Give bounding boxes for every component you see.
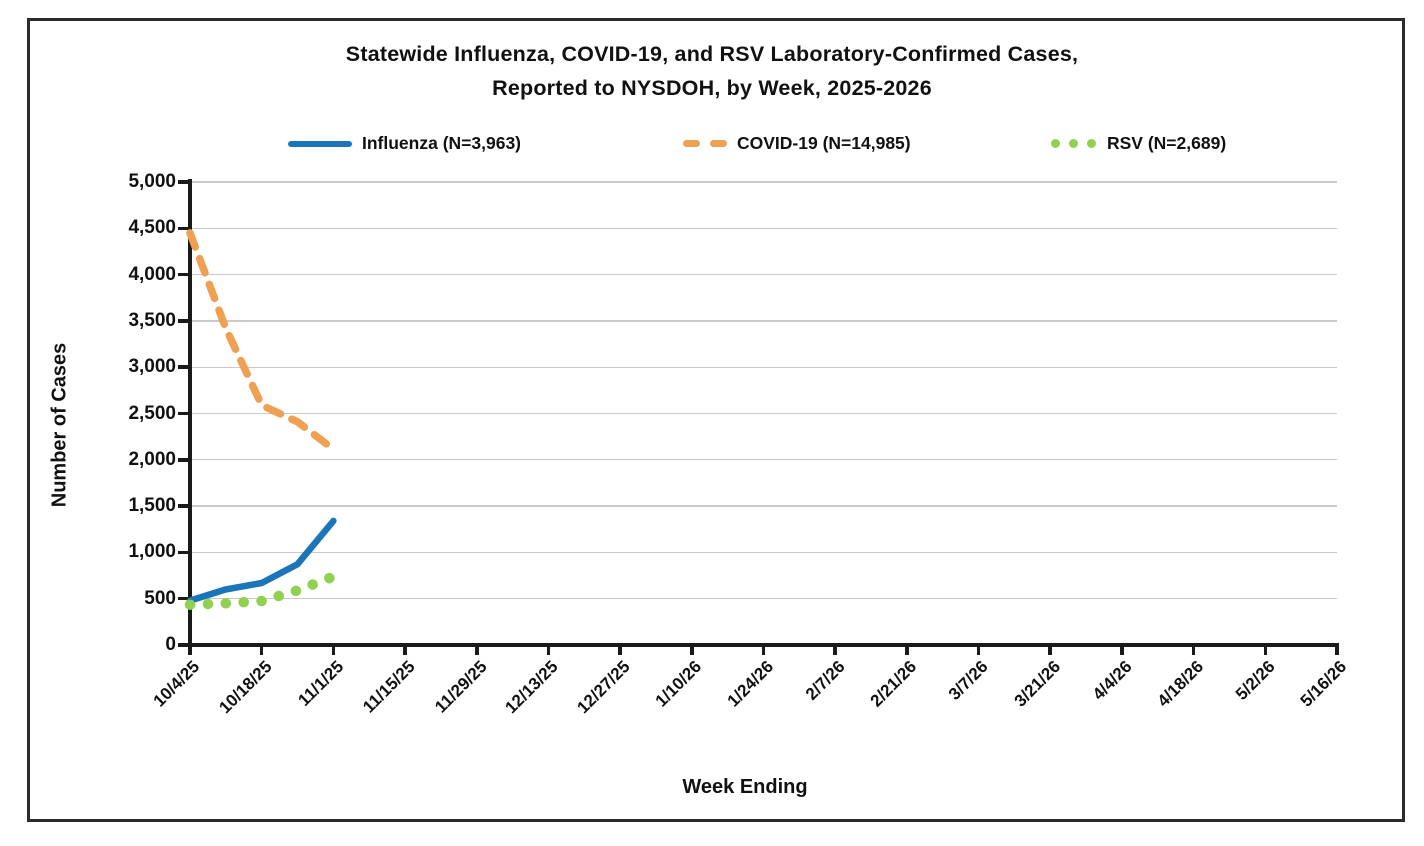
y-tick-mark	[178, 458, 190, 462]
covid-dash-icon	[683, 140, 700, 147]
y-tick-label: 4,500	[128, 217, 176, 239]
x-tick-mark	[1335, 644, 1339, 655]
legend-label-covid: COVID-19 (N=14,985)	[737, 133, 911, 153]
chart-outer-border	[27, 18, 1405, 822]
chart-title-line1: Statewide Influenza, COVID-19, and RSV L…	[345, 42, 1079, 66]
y-gridline	[190, 598, 1337, 600]
x-tick-mark	[331, 644, 336, 655]
y-axis-title: Number of Cases	[48, 342, 71, 508]
x-tick-mark	[1120, 644, 1124, 655]
y-gridline	[190, 181, 1337, 183]
rsv-dot-icon	[1051, 139, 1060, 148]
y-gridline	[190, 320, 1337, 322]
y-axis-line	[188, 179, 192, 647]
x-axis-line	[188, 643, 1339, 647]
chart-title-line2: Reported to NYSDOH, by Week, 2025-2026	[492, 76, 932, 100]
x-tick-mark	[474, 644, 479, 655]
x-axis-title: Week Ending	[682, 776, 808, 798]
y-gridline	[190, 505, 1337, 507]
x-tick-mark	[1263, 644, 1268, 655]
y-gridline	[190, 366, 1337, 368]
y-gridline	[190, 459, 1337, 461]
x-tick-mark	[1048, 644, 1053, 655]
y-tick-mark	[178, 504, 190, 508]
influenza-line	[186, 517, 337, 604]
rsv-dot-icon	[1087, 139, 1096, 148]
rsv-dot-icon	[1069, 139, 1078, 148]
y-tick-label: 500	[144, 587, 176, 609]
y-tick-mark	[178, 226, 190, 231]
y-tick-mark	[178, 411, 190, 416]
y-tick-label: 1,500	[128, 495, 176, 517]
legend-label-influenza: Influenza (N=3,963)	[362, 133, 522, 153]
legend-label-rsv: RSV (N=2,689)	[1107, 133, 1227, 153]
y-tick-mark	[178, 550, 190, 555]
y-tick-mark	[178, 596, 190, 601]
chart-title: Statewide Influenza, COVID-19, and RSV L…	[0, 37, 1424, 105]
y-tick-mark	[178, 180, 190, 184]
covid-19-line	[186, 229, 338, 453]
y-tick-label: 1,000	[128, 541, 176, 563]
y-tick-label: 3,500	[128, 309, 176, 331]
y-tick-mark	[178, 272, 190, 277]
x-tick-mark	[761, 644, 766, 655]
y-tick-label: 3,000	[128, 356, 176, 378]
x-tick-mark	[403, 644, 407, 655]
x-tick-mark	[976, 644, 981, 655]
x-tick-mark	[1191, 644, 1196, 655]
y-gridline	[190, 227, 1337, 229]
x-tick-mark	[833, 644, 837, 655]
y-gridline	[190, 273, 1337, 276]
x-tick-mark	[618, 644, 622, 655]
y-tick-mark	[178, 643, 190, 647]
x-tick-mark	[690, 644, 694, 655]
y-tick-label: 2,500	[128, 402, 176, 424]
x-tick-mark	[905, 644, 909, 655]
rsv-line	[184, 571, 339, 610]
y-tick-mark	[178, 319, 190, 323]
x-tick-mark	[188, 644, 192, 655]
y-tick-mark	[178, 365, 190, 369]
data-lines	[184, 229, 339, 610]
covid-dash-icon	[710, 140, 727, 147]
x-tick-mark	[259, 644, 264, 655]
influenza-legend-swatch	[288, 141, 352, 147]
x-tick-mark	[546, 644, 551, 655]
y-gridline	[190, 412, 1337, 415]
y-tick-label: 5,000	[128, 171, 176, 192]
y-gridline	[190, 551, 1337, 554]
y-tick-label: 2,000	[128, 448, 176, 470]
y-tick-label: 4,000	[128, 263, 176, 285]
y-tick-label: 0	[165, 634, 176, 655]
